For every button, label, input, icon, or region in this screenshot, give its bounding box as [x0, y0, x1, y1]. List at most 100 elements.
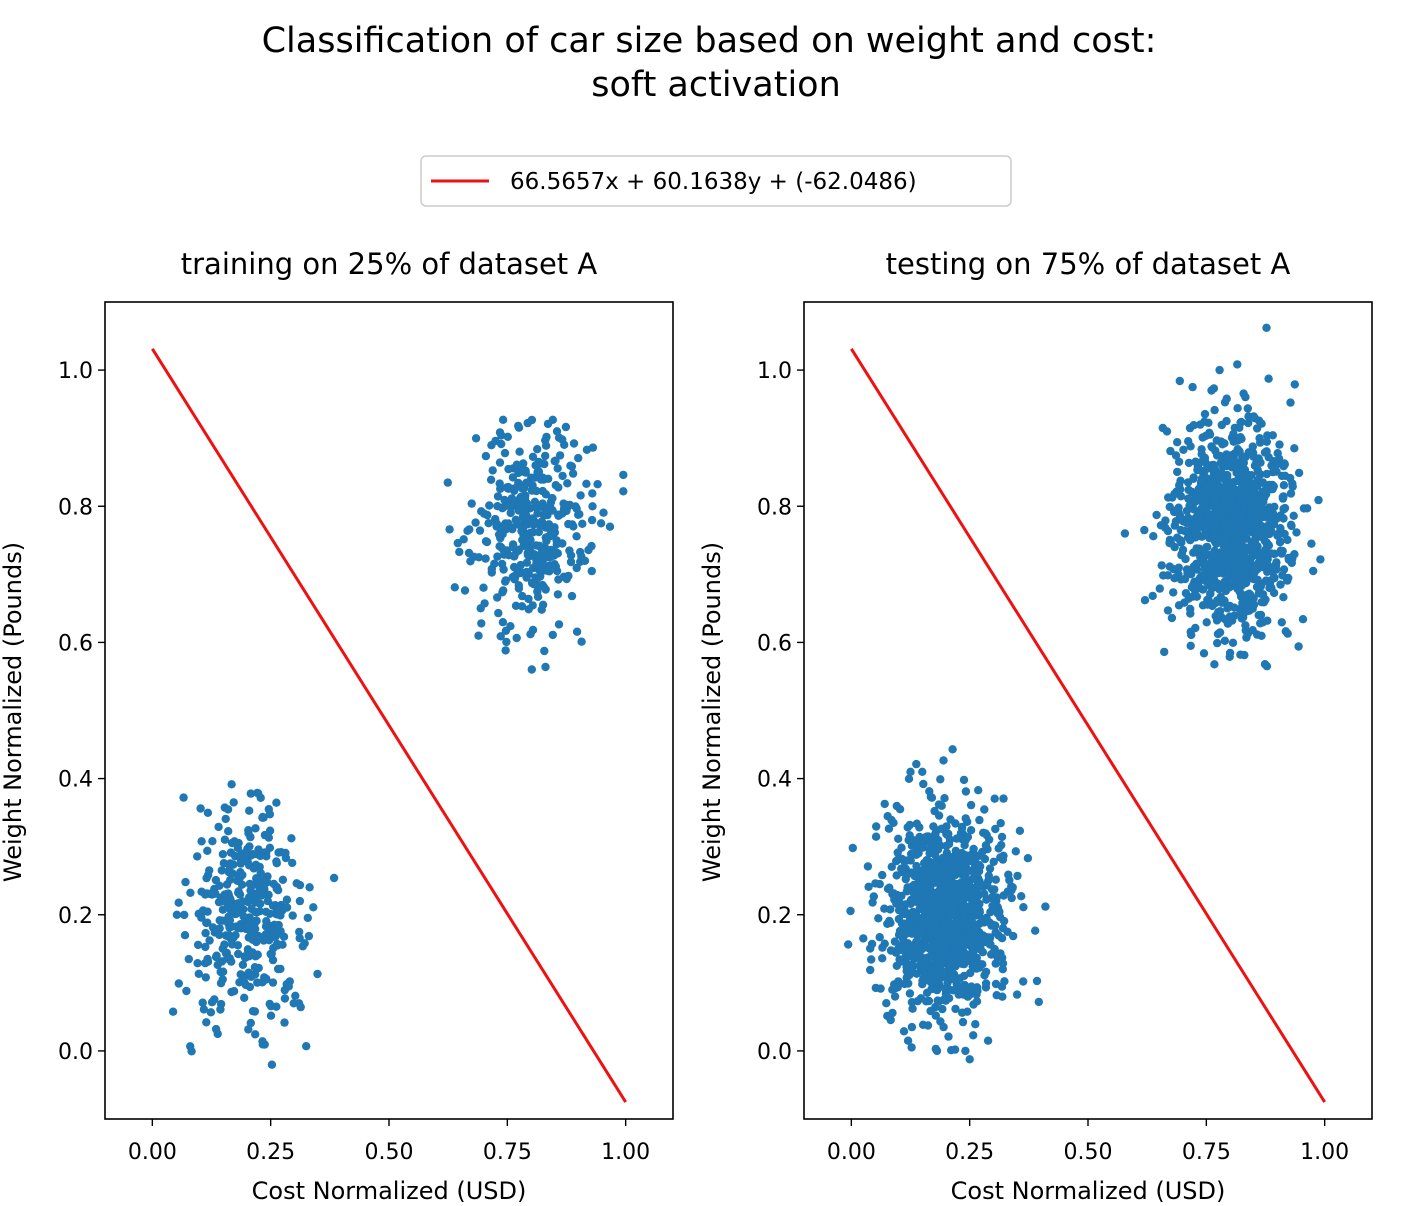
data-point — [500, 495, 509, 505]
data-point — [1251, 515, 1260, 524]
data-point — [1031, 926, 1040, 935]
data-point — [1184, 594, 1193, 603]
data-point — [196, 804, 205, 813]
data-point — [1152, 510, 1161, 520]
data-point — [979, 889, 989, 898]
data-point — [294, 999, 304, 1008]
data-point — [224, 900, 233, 909]
data-point — [213, 960, 222, 970]
data-point — [493, 552, 502, 561]
data-point — [918, 1020, 928, 1029]
data-point — [882, 999, 891, 1008]
data-point — [474, 553, 484, 562]
x-tick-label: 0.25 — [945, 1140, 994, 1165]
data-point — [902, 856, 912, 865]
data-point — [486, 475, 496, 484]
data-point — [1290, 444, 1299, 453]
data-point — [1268, 563, 1277, 572]
data-point — [168, 1007, 178, 1016]
data-point — [551, 456, 560, 465]
data-point — [539, 582, 548, 591]
data-point — [225, 916, 235, 925]
data-point — [1246, 505, 1255, 515]
data-point — [985, 918, 994, 927]
data-point — [1216, 469, 1225, 478]
data-point — [564, 519, 573, 529]
data-point — [547, 494, 556, 503]
data-point — [550, 523, 559, 532]
data-point — [1206, 589, 1215, 598]
data-point — [1201, 483, 1211, 493]
data-point — [566, 461, 575, 470]
data-point — [309, 903, 318, 912]
data-point — [248, 948, 257, 957]
data-point — [874, 914, 883, 923]
subplot-training: training on 25% of dataset A 0.00 0.25 0.5… — [0, 247, 674, 1205]
data-point — [534, 457, 543, 467]
data-point — [1268, 484, 1277, 494]
data-point — [1163, 571, 1173, 580]
data-point — [1167, 613, 1177, 623]
data-point — [1149, 532, 1158, 541]
data-point — [1192, 592, 1202, 601]
data-point — [991, 959, 1000, 968]
data-point — [250, 963, 260, 972]
data-point — [445, 525, 454, 534]
data-point — [1216, 593, 1226, 603]
data-point — [920, 898, 929, 908]
data-point — [1279, 462, 1288, 471]
data-point — [1176, 536, 1185, 545]
data-point — [1177, 550, 1186, 560]
data-point — [300, 939, 309, 948]
y-tick-label: 0.6 — [58, 631, 93, 656]
legend: 66.5657x + 60.1638y + (-62.0486) — [420, 155, 1012, 207]
data-point — [954, 957, 963, 966]
data-point — [1264, 508, 1273, 518]
data-point — [894, 906, 904, 915]
data-point — [990, 794, 999, 803]
data-point — [1164, 493, 1173, 502]
data-point — [927, 929, 936, 938]
data-point — [501, 626, 511, 635]
data-point — [912, 819, 922, 828]
data-point — [538, 600, 548, 609]
data-point — [516, 560, 525, 570]
data-point — [244, 826, 253, 835]
data-point — [1223, 568, 1233, 577]
data-point — [193, 940, 203, 950]
data-point — [999, 916, 1009, 926]
data-point — [490, 559, 499, 568]
data-point — [1248, 442, 1258, 451]
data-point — [886, 1015, 895, 1025]
data-point — [1172, 505, 1182, 515]
data-point — [1289, 511, 1298, 520]
data-point — [1241, 621, 1250, 630]
data-point — [969, 1031, 978, 1040]
data-point — [1203, 600, 1212, 609]
data-point — [227, 838, 237, 848]
data-point — [1215, 365, 1224, 375]
data-point — [991, 824, 1000, 834]
data-point — [1279, 492, 1288, 501]
data-point — [244, 968, 253, 977]
data-point — [964, 888, 974, 897]
data-point — [238, 870, 247, 880]
data-point — [911, 836, 921, 846]
data-point — [531, 580, 541, 590]
plot-area-training — [104, 301, 674, 1120]
data-point — [530, 497, 540, 506]
data-point — [908, 1004, 917, 1013]
data-point — [1294, 468, 1304, 478]
data-point — [266, 924, 275, 933]
data-point — [1262, 662, 1272, 671]
data-point — [574, 453, 583, 463]
data-point — [1249, 544, 1259, 554]
data-point — [998, 924, 1008, 933]
data-point — [526, 630, 535, 639]
data-point — [302, 1042, 311, 1051]
data-point — [305, 883, 314, 892]
data-point — [984, 871, 993, 880]
data-point — [224, 827, 233, 836]
data-point — [248, 850, 258, 859]
data-point — [958, 1017, 968, 1027]
